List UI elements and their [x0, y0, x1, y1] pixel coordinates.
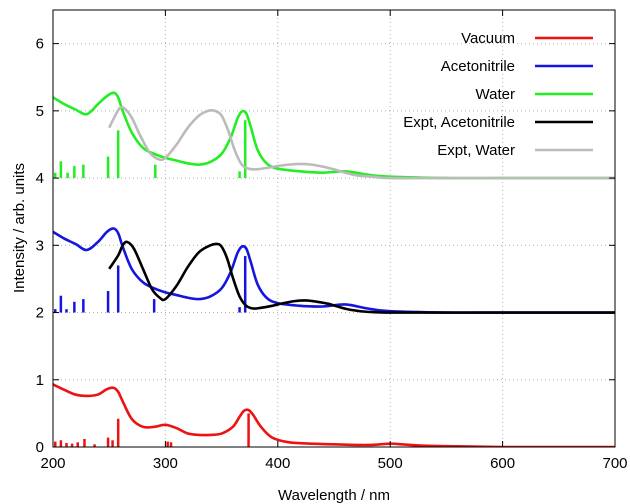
series-line — [53, 383, 615, 447]
legend: Vacuum Acetonitrile Water Expt, Acetonitril… — [403, 30, 593, 159]
series-line — [108, 240, 615, 314]
plot-frame — [52, 9, 616, 448]
x-tick-label: 600 — [490, 455, 515, 472]
y-tick-label: 6 — [36, 36, 44, 53]
y-tick-label: 4 — [36, 170, 44, 187]
series-line — [53, 227, 615, 314]
axis-ticks: 200 300 400 500 600 700 0 1 2 3 4 5 6 — [36, 10, 628, 472]
legend-label: Water — [476, 86, 515, 103]
spectrum-lines — [53, 91, 615, 447]
y-tick-label: 1 — [36, 372, 44, 389]
legend-label: Expt, Water — [437, 142, 515, 159]
y-tick-label: 0 — [36, 439, 44, 456]
series-line — [53, 91, 615, 180]
y-tick-label: 2 — [36, 305, 44, 322]
x-tick-label: 700 — [602, 455, 627, 472]
y-tick-label: 3 — [36, 237, 44, 254]
x-axis-title: Wavelength / nm — [278, 487, 390, 504]
stick-spectra — [53, 120, 250, 447]
y-tick-label: 5 — [36, 103, 44, 120]
x-tick-label: 200 — [40, 455, 65, 472]
x-tick-label: 500 — [378, 455, 403, 472]
y-axis-title: Intensity / arb. units — [11, 163, 28, 293]
grid — [53, 10, 615, 447]
legend-label: Expt, Acetonitrile — [403, 114, 515, 131]
legend-label: Acetonitrile — [441, 58, 515, 75]
legend-label: Vacuum — [461, 30, 515, 47]
x-tick-label: 300 — [153, 455, 178, 472]
series-line — [108, 105, 615, 180]
x-tick-label: 400 — [265, 455, 290, 472]
